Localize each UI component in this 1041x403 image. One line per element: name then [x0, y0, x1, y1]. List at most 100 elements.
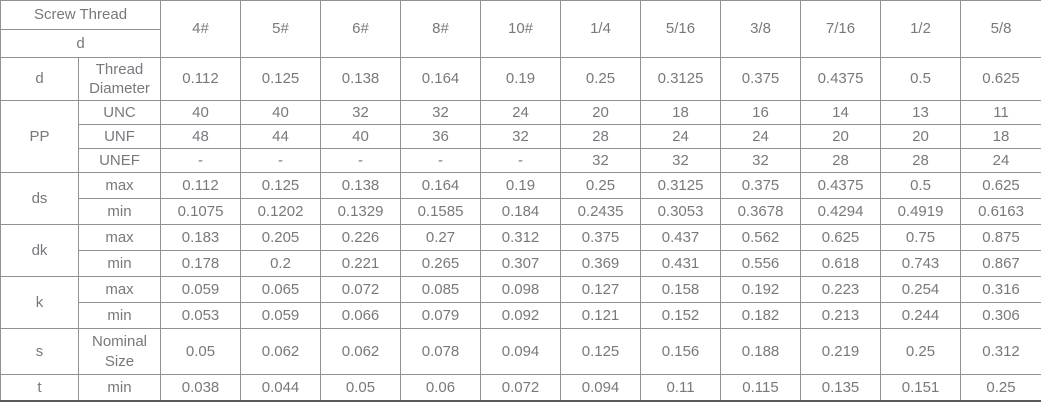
data-cell: 0.3125 — [640, 172, 722, 199]
column-header-5-16: 5/16 — [640, 0, 722, 58]
data-cell: 0.4919 — [880, 198, 962, 225]
row-group-dk: dk — [0, 224, 79, 277]
data-cell: 0.562 — [720, 224, 802, 251]
data-cell: 0.19 — [480, 172, 562, 199]
data-cell: 0.05 — [160, 328, 242, 375]
data-cell: 0.184 — [480, 198, 562, 225]
data-cell: 0.125 — [240, 57, 322, 101]
data-cell: 0.221 — [320, 250, 402, 277]
data-cell: 0.4375 — [800, 172, 882, 199]
data-cell: 13 — [880, 100, 962, 125]
data-cell: 0.618 — [800, 250, 882, 277]
row-label-unf: UNF — [77, 124, 162, 149]
data-cell: 0.867 — [960, 250, 1041, 277]
data-cell: 0.164 — [400, 57, 482, 101]
data-cell: 32 — [320, 100, 402, 125]
data-cell: 0.4375 — [800, 57, 882, 101]
data-cell: 20 — [880, 124, 962, 149]
data-cell: 0.094 — [560, 374, 642, 401]
data-cell: 0.625 — [960, 57, 1041, 101]
table-row-pp-unef: UNEF - - - - - 32 32 32 28 28 24 — [1, 148, 1041, 173]
data-cell: 0.1075 — [160, 198, 242, 225]
table-row-d-thread-diameter: d Thread Diameter 0.112 0.125 0.138 0.16… — [0, 57, 1041, 101]
data-cell: 28 — [560, 124, 642, 149]
data-cell: 0.375 — [720, 57, 802, 101]
data-cell: 0.431 — [640, 250, 722, 277]
data-cell: 0.625 — [800, 224, 882, 251]
data-cell: 0.06 — [400, 374, 482, 401]
data-cell: 0.092 — [480, 302, 562, 329]
data-cell: 0.25 — [560, 57, 642, 101]
data-cell: 0.19 — [480, 57, 562, 101]
data-cell: 0.6163 — [960, 198, 1041, 225]
table-row-pp-unf: UNF 48 44 40 36 32 28 24 24 20 20 18 — [1, 124, 1041, 149]
table-row-ds-max: ds max 0.112 0.125 0.138 0.164 0.19 0.25… — [0, 172, 1041, 225]
row-label-max: max — [77, 172, 162, 199]
row-label-unc: UNC — [77, 100, 162, 125]
row-group-s: s — [0, 328, 79, 375]
data-cell: 40 — [240, 100, 322, 125]
column-header-4: 4# — [160, 0, 242, 58]
table-row-t-min: t min 0.038 0.044 0.05 0.06 0.072 0.094 … — [0, 374, 1041, 401]
table-row-ds-min: min 0.1075 0.1202 0.1329 0.1585 0.184 0.… — [1, 198, 1041, 225]
data-cell: 28 — [880, 148, 962, 173]
data-cell: 32 — [640, 148, 722, 173]
data-cell: 24 — [480, 100, 562, 125]
data-cell: - — [480, 148, 562, 173]
data-cell: 0.059 — [240, 302, 322, 329]
data-cell: 0.213 — [800, 302, 882, 329]
data-cell: 36 — [400, 124, 482, 149]
data-cell: 0.094 — [480, 328, 562, 375]
data-cell: - — [160, 148, 242, 173]
data-cell: - — [320, 148, 402, 173]
row-label-thread-diameter: Thread Diameter — [77, 57, 162, 101]
data-cell: 40 — [160, 100, 242, 125]
row-label-min: min — [77, 198, 162, 225]
data-cell: 0.125 — [240, 172, 322, 199]
data-cell: 11 — [960, 100, 1041, 125]
data-cell: 0.112 — [160, 57, 242, 101]
row-group-k: k — [0, 276, 79, 329]
data-cell: 0.065 — [240, 276, 322, 303]
data-cell: 0.188 — [720, 328, 802, 375]
data-cell: 44 — [240, 124, 322, 149]
data-cell: 0.307 — [480, 250, 562, 277]
data-cell: 0.25 — [880, 328, 962, 375]
data-cell: 0.556 — [720, 250, 802, 277]
data-cell: 0.183 — [160, 224, 242, 251]
table-row-s-nominal-size: s Nominal Size 0.05 0.062 0.062 0.078 0.… — [0, 328, 1041, 375]
data-cell: 24 — [960, 148, 1041, 173]
data-cell: 0.875 — [960, 224, 1041, 251]
data-cell: 0.254 — [880, 276, 962, 303]
data-cell: 0.5 — [880, 172, 962, 199]
column-header-1-4: 1/4 — [560, 0, 642, 58]
data-cell: 0.2435 — [560, 198, 642, 225]
data-cell: 0.05 — [320, 374, 402, 401]
data-cell: 0.75 — [880, 224, 962, 251]
data-cell: 0.306 — [960, 302, 1041, 329]
column-header-7-16: 7/16 — [800, 0, 882, 58]
data-cell: 18 — [960, 124, 1041, 149]
data-cell: 0.11 — [640, 374, 722, 401]
row-label-nominal-size: Nominal Size — [77, 328, 162, 375]
data-cell: 0.1329 — [320, 198, 402, 225]
data-cell: 0.072 — [320, 276, 402, 303]
column-header-6: 6# — [320, 0, 402, 58]
table-row-pp-unc: PP UNC 40 40 32 32 24 20 18 16 14 13 11 — [0, 100, 1041, 173]
data-cell: - — [400, 148, 482, 173]
data-cell: 0.1202 — [240, 198, 322, 225]
data-cell: 0.219 — [800, 328, 882, 375]
row-label-max: max — [77, 224, 162, 251]
data-cell: 16 — [720, 100, 802, 125]
corner-cell-screw-thread: Screw Thread — [0, 0, 162, 30]
row-label-unef: UNEF — [77, 148, 162, 173]
data-cell: 0.135 — [800, 374, 882, 401]
data-cell: 0.27 — [400, 224, 482, 251]
header-row-top: Screw Thread 4# 5# 6# 8# 10# 1/4 5/16 3/… — [0, 0, 1041, 58]
table-row-dk-min: min 0.178 0.2 0.221 0.265 0.307 0.369 0.… — [1, 250, 1041, 277]
data-cell: 0.375 — [720, 172, 802, 199]
column-header-5-8: 5/8 — [960, 0, 1041, 58]
data-cell: 0.5 — [880, 57, 962, 101]
